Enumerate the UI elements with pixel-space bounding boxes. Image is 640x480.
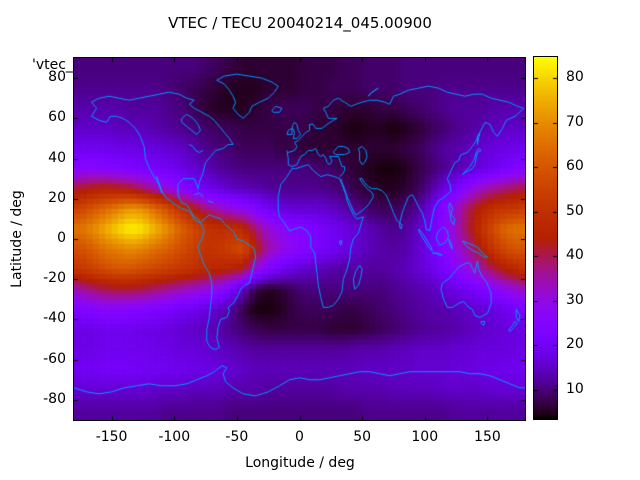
colorbar-tick-label: 20 (566, 336, 584, 353)
x-tick-label: -50 (225, 429, 249, 445)
y-tick-label: 40 (48, 149, 66, 166)
y-tick-label: -40 (43, 310, 66, 327)
y-tick-label: 60 (48, 109, 66, 126)
colorbar (533, 56, 558, 420)
x-tick-label: 150 (474, 429, 501, 445)
y-tick-label: 80 (48, 69, 66, 86)
y-tick-label: -20 (43, 270, 66, 287)
x-tick-label: 0 (295, 429, 304, 445)
colorbar-tick-label: 40 (566, 247, 584, 264)
y-tick-label: -60 (43, 350, 66, 367)
y-tick-label: -80 (43, 390, 66, 407)
y-tick-label: 0 (57, 230, 66, 246)
colorbar-tick-label: 50 (566, 202, 584, 219)
x-tick-label: 50 (353, 429, 372, 445)
key-label: 'vtec_ (32, 57, 73, 73)
plot-area (73, 57, 526, 421)
plot-title: VTEC / TECU 20040214_045.00900 (168, 14, 432, 32)
y-tick-label: 20 (48, 189, 66, 206)
x-tick-label: -150 (95, 429, 128, 445)
colorbar-tick-label: 10 (566, 380, 584, 397)
colorbar-tick-label: 80 (566, 69, 584, 86)
colorbar-tick-label: 30 (566, 291, 584, 308)
x-tick-label: -100 (158, 429, 191, 445)
colorbar-tick-label: 70 (566, 113, 584, 130)
y-axis-title: Latitude / deg (9, 190, 25, 288)
x-axis-title: Longitude / deg (245, 455, 355, 471)
heatmap-canvas (74, 58, 525, 420)
colorbar-tick-label: 60 (566, 158, 584, 175)
x-tick-label: 100 (411, 429, 439, 445)
colorbar-canvas (534, 57, 557, 419)
